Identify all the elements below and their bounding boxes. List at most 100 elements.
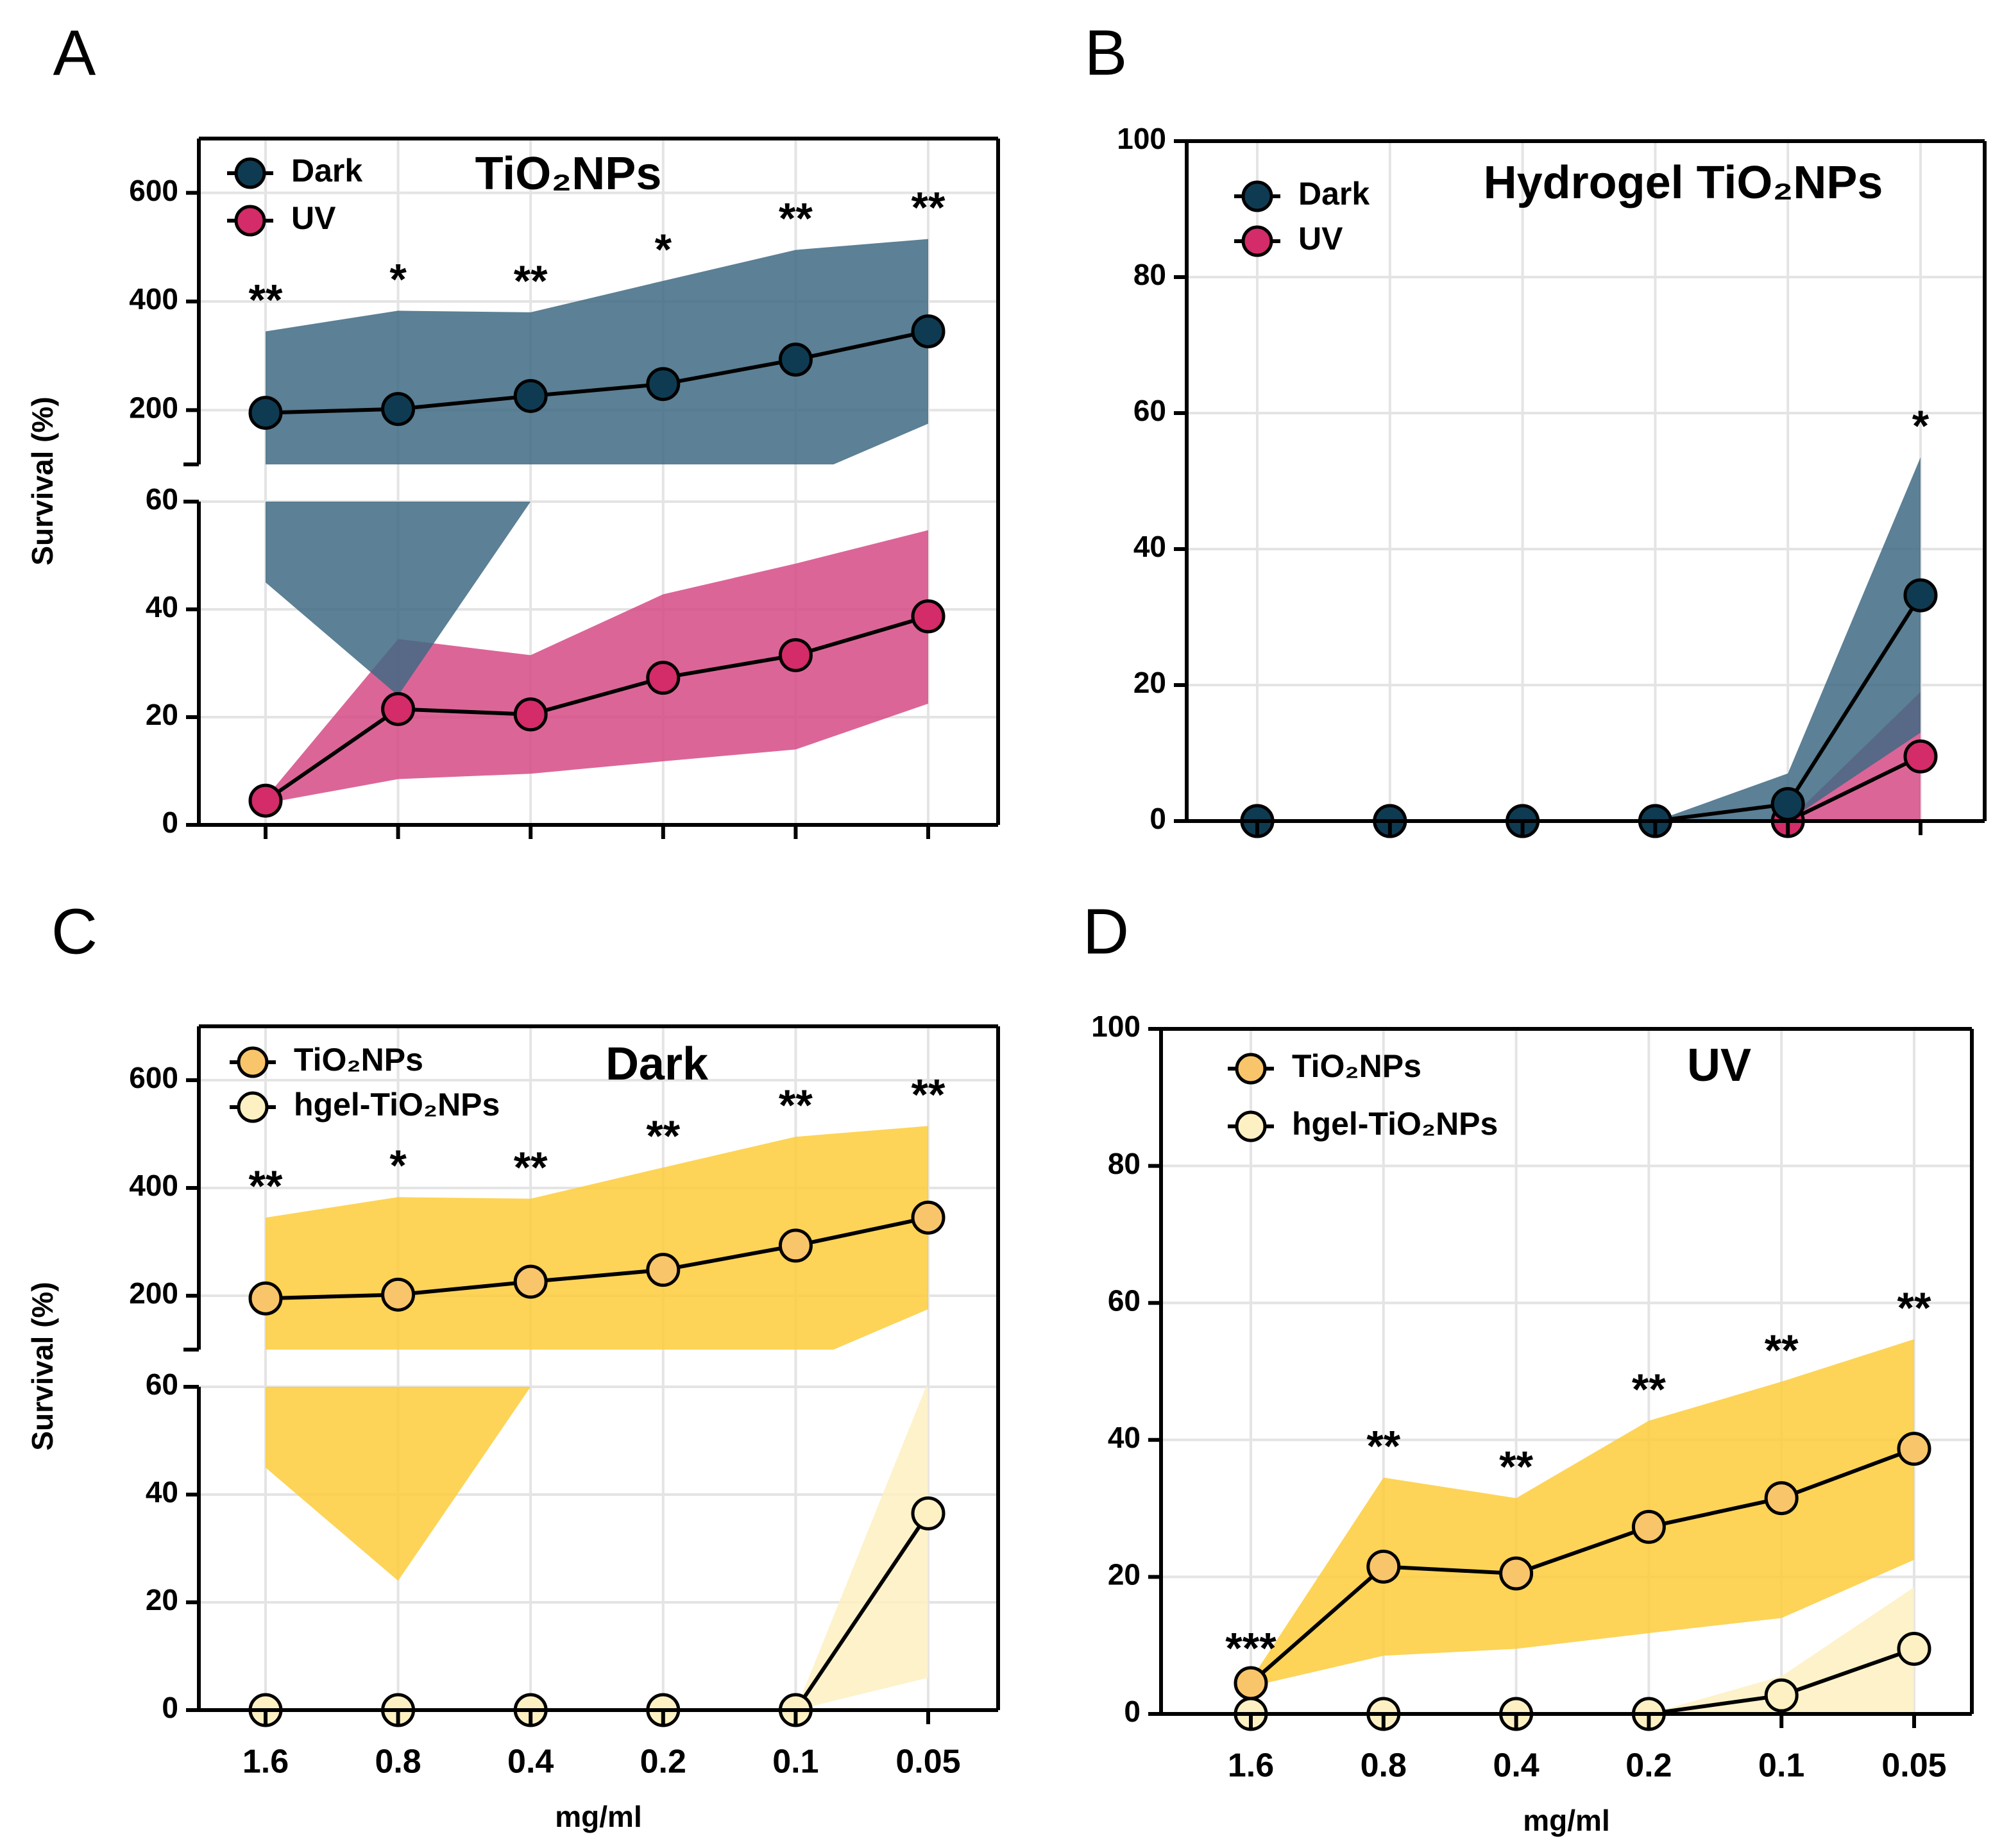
y-tick-label: 0	[162, 806, 178, 839]
significance: **	[1366, 1422, 1400, 1471]
y-tick-label: 200	[129, 1276, 178, 1310]
significance: **	[249, 1162, 283, 1210]
y-tick-label: 60	[1108, 1284, 1141, 1317]
y-tick-label: 20	[146, 1583, 178, 1616]
marker	[381, 1277, 416, 1312]
y-tick-label: 20	[1108, 1558, 1141, 1591]
error-band	[1257, 457, 1921, 821]
legend-label: hgel-TiO₂NPs	[1292, 1106, 1498, 1142]
y-tick-label: 0	[1149, 802, 1166, 835]
marker	[248, 783, 283, 818]
error-band	[1257, 691, 1921, 821]
panel-label: B	[1085, 17, 1128, 89]
legend-marker	[234, 205, 266, 237]
marker	[911, 1496, 946, 1530]
y-tick-label: 60	[1133, 394, 1166, 427]
significance: *	[389, 255, 407, 303]
legend-label: Dark	[291, 153, 362, 189]
marker	[1770, 787, 1805, 821]
panel-label: C	[51, 895, 98, 967]
chart-title: Hydrogel TiO₂NPs	[1484, 157, 1883, 208]
series-line	[265, 329, 929, 415]
legend-marker	[1235, 1053, 1267, 1085]
y-tick-label: 20	[146, 698, 178, 731]
x-tick-label: 0.1	[1758, 1747, 1804, 1784]
panel-label: A	[53, 17, 96, 89]
y-tick-label: 0	[1124, 1695, 1141, 1728]
x-tick-label: 0.8	[375, 1743, 421, 1781]
significance: **	[249, 276, 283, 325]
y-tick-label: 100	[1091, 1010, 1141, 1043]
y-tick-label: 40	[1133, 530, 1166, 563]
x-axis-label: mg/ml	[555, 1800, 641, 1833]
significance: **	[1897, 1284, 1931, 1332]
marker	[1903, 739, 1938, 774]
chart-title: Dark	[606, 1038, 709, 1090]
y-tick-label: 400	[129, 1169, 178, 1202]
marker	[1366, 1549, 1401, 1584]
legend-label: UV	[1298, 221, 1343, 257]
legend-label: UV	[291, 200, 336, 236]
significance: *	[655, 225, 672, 274]
legend-marker	[237, 1091, 269, 1123]
legend-marker	[1241, 180, 1273, 212]
significance: **	[514, 257, 548, 305]
significance: **	[779, 1081, 813, 1130]
marker	[1897, 1632, 1931, 1666]
significance: **	[646, 1112, 680, 1160]
marker	[646, 1253, 681, 1287]
x-tick-label: 1.6	[1228, 1747, 1274, 1784]
significance: **	[912, 183, 946, 232]
y-tick-label: 200	[129, 391, 178, 424]
marker	[248, 1281, 283, 1316]
marker	[778, 638, 813, 672]
x-tick-label: 0.1	[772, 1743, 819, 1781]
marker	[646, 367, 681, 402]
marker	[1897, 1432, 1931, 1466]
y-tick-label: 100	[1117, 122, 1166, 155]
significance: **	[1499, 1443, 1533, 1491]
x-axis-label: mg/ml	[1523, 1804, 1609, 1837]
x-tick-label: 0.8	[1361, 1747, 1407, 1784]
marker	[1764, 1678, 1799, 1713]
y-axis-label: Survival (%)	[26, 396, 59, 565]
error-band	[266, 502, 531, 696]
y-tick-label: 40	[146, 1475, 178, 1509]
y-tick-label: 600	[129, 1061, 178, 1094]
significance: **	[912, 1070, 946, 1119]
marker	[778, 343, 813, 377]
legend-label: TiO₂NPs	[1292, 1048, 1421, 1084]
series-line	[1250, 1446, 1915, 1685]
y-tick-label: 80	[1133, 258, 1166, 291]
x-tick-label: 0.2	[640, 1743, 686, 1781]
y-axis-label: Survival (%)	[26, 1282, 59, 1450]
marker	[381, 691, 416, 726]
marker	[911, 1200, 946, 1235]
error-band	[1251, 1339, 1914, 1687]
x-tick-label: 0.4	[1493, 1747, 1539, 1784]
y-tick-label: 400	[129, 282, 178, 316]
significance: ***	[1225, 1624, 1277, 1673]
y-tick-label: 60	[146, 482, 178, 516]
legend-marker	[237, 1046, 269, 1078]
marker	[513, 378, 548, 413]
panel-label: D	[1083, 895, 1129, 967]
error-band	[266, 1126, 928, 1350]
marker	[1499, 1556, 1534, 1591]
marker	[381, 392, 416, 427]
chart-title: UV	[1687, 1040, 1751, 1091]
marker	[911, 599, 946, 634]
marker	[1903, 578, 1938, 613]
marker	[1631, 1509, 1666, 1544]
series-line	[264, 615, 929, 802]
marker	[513, 697, 548, 732]
y-tick-label: 40	[1108, 1421, 1141, 1454]
x-tick-label: 0.4	[507, 1743, 554, 1781]
marker	[778, 1228, 813, 1263]
x-tick-label: 0.05	[1881, 1747, 1946, 1784]
legend-label: Dark	[1298, 176, 1370, 212]
y-tick-label: 40	[146, 590, 178, 623]
marker	[911, 314, 946, 349]
marker	[1764, 1481, 1799, 1516]
